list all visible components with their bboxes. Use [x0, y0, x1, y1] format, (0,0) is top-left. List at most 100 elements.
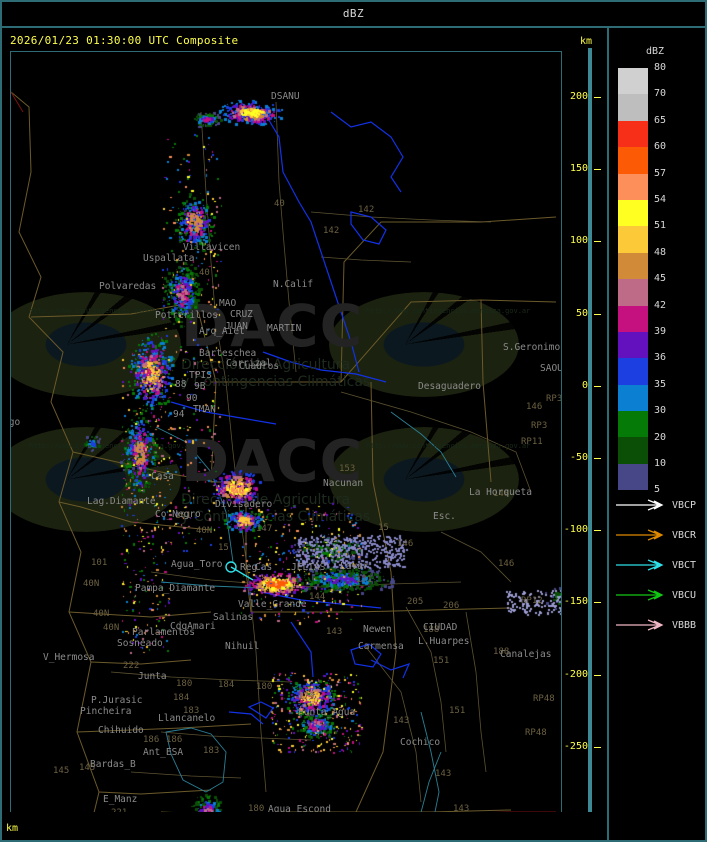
map-place-label: E_Manz: [103, 794, 138, 805]
vector-legend-row[interactable]: VBCT: [614, 558, 696, 572]
map-place-label: JUAN: [225, 321, 248, 332]
map-place-label: 9B: [194, 381, 206, 392]
colorbar-cell[interactable]: [618, 120, 648, 148]
colorbar-cell[interactable]: [618, 226, 648, 253]
map-road-label: RP11: [521, 437, 543, 447]
y-axis-tick-mark: [594, 458, 601, 459]
map-road-label: 40N: [103, 623, 120, 633]
map-place-label: Chihuido: [98, 725, 144, 736]
map-road-label: RP12: [521, 596, 543, 606]
vector-arrow-icon: [616, 559, 664, 571]
map-road-label: 146: [526, 402, 543, 412]
map-place-label: Villavicen: [183, 242, 241, 253]
map-place-label: CIUDAD: [423, 622, 458, 633]
colorbar-tick-label: 30: [654, 405, 667, 417]
vector-legend-label: VBCT: [672, 559, 697, 571]
map-road-label: 145: [79, 763, 96, 773]
map-place-label: V_Hermosa: [43, 652, 95, 663]
map-place-label: Ant_ESA: [143, 747, 184, 758]
map-place-label: S.Geronimo: [503, 342, 561, 353]
map-road-label: 40: [274, 199, 285, 209]
colorbar-tick-label: 54: [654, 194, 667, 205]
map-place-label: TPIS: [189, 370, 212, 381]
map-place-label: Cochico: [400, 737, 441, 748]
colorbar-cell[interactable]: [618, 173, 648, 200]
map-road-label: RP48: [533, 694, 555, 704]
map-place-label: Agua_Escond: [268, 804, 331, 812]
map-road-label: 146: [397, 539, 414, 549]
map-road-label: 205: [407, 597, 424, 607]
colorbar-cell[interactable]: [618, 411, 648, 438]
map-place-label: 90: [186, 393, 198, 404]
map-place-label: Pampa_Diamante: [135, 583, 216, 594]
map-place-label: ago: [11, 417, 21, 428]
frame-top: [0, 0, 707, 2]
vector-legend-row[interactable]: VBCR: [614, 528, 696, 542]
map-place-label: Nihuil: [225, 641, 260, 652]
colorbar-tick-label: 80: [654, 62, 667, 73]
colorbar-cell[interactable]: [618, 199, 648, 227]
colorbar-cell[interactable]: [618, 305, 648, 332]
radar-plot-panel[interactable]: DACC DACC Dirección de Agricultura y Con…: [2, 29, 607, 812]
colorbar-cell[interactable]: [618, 94, 648, 121]
colorbar-legend: dBZ 80 70 65 60 57 54 51 48 45 42 39 36 35 30 20 10 5 VB…: [610, 30, 705, 820]
window-title-bar: dBZ: [0, 0, 707, 27]
vector-legend-label: VBCR: [672, 529, 697, 541]
x-axis-unit-label: km: [6, 823, 19, 834]
colorbar-cell[interactable]: [618, 384, 648, 412]
map-road-label: 143: [393, 716, 410, 726]
map-road-label: RP48: [525, 728, 547, 738]
y-axis-tick-label: -150: [563, 596, 588, 608]
map-road-label: 188: [423, 625, 440, 635]
colorbar-cell[interactable]: [618, 331, 648, 359]
colorbar-cell[interactable]: [618, 252, 648, 280]
vector-arrow-icon: [616, 529, 664, 541]
map-place-label: Bardas_B: [90, 759, 136, 770]
colorbar-cell[interactable]: [618, 279, 648, 306]
map-viewport[interactable]: DACC DACC Dirección de Agricultura y Con…: [10, 51, 562, 812]
y-axis-unit-label: km: [580, 36, 593, 47]
vector-legend-row[interactable]: VBCP: [614, 498, 696, 512]
vector-arrow-icon: [616, 619, 664, 631]
map-road-label: 143: [435, 769, 452, 779]
colorbar-cell[interactable]: [618, 358, 648, 385]
map-road-label: 15: [218, 543, 229, 553]
colorbar-tick-label: 35: [654, 378, 667, 390]
y-axis-tick-label: -50: [569, 452, 588, 463]
colorbar-tick-label: 48: [654, 246, 667, 258]
map-road-label: 183: [203, 746, 220, 756]
y-axis-spine[interactable]: [588, 48, 592, 812]
y-axis-tick-label: -100: [563, 524, 588, 536]
map-place-label: Potrerillos: [155, 310, 218, 321]
map-place-label: Cuadros: [239, 361, 280, 372]
vector-legend-row[interactable]: VBBB: [614, 618, 696, 632]
map-road-label: 151: [433, 656, 450, 666]
map-place-label: L.Huarpes: [418, 636, 470, 647]
vector-legend-row[interactable]: VBCU: [614, 588, 696, 602]
map-road-label: 143: [453, 804, 470, 812]
map-place-label: Polvaredas: [99, 281, 157, 292]
colorbar-swatches[interactable]: [618, 68, 648, 491]
map-place-label: Llancanelo: [158, 713, 216, 724]
map-place-label: 94: [173, 409, 185, 420]
colorbar-tick-label: 60: [654, 141, 667, 153]
colorbar-cell[interactable]: [618, 147, 648, 174]
colorbar-cell[interactable]: [618, 68, 648, 95]
map-road-label: 151: [449, 706, 466, 716]
vector-arrow-icon: [616, 589, 664, 601]
map-place-label: Barteschea: [199, 348, 257, 359]
y-axis-tick-mark: [594, 97, 601, 98]
map-road-label: 145: [53, 766, 70, 776]
map-road-label: 101: [175, 511, 192, 521]
y-axis-tick-label: -200: [563, 668, 588, 680]
colorbar-cell[interactable]: [618, 437, 648, 464]
y-axis-tick-label: 100: [569, 235, 588, 247]
map-road-label: 147: [256, 524, 273, 534]
map-place-label: Lavar: [340, 561, 369, 572]
y-axis-tick-label: 0: [581, 379, 588, 391]
map-road-label: RP3: [531, 421, 548, 431]
map-place-label: N.Calif: [273, 279, 314, 290]
frame-bottom: [0, 840, 707, 842]
vector-legend-label: VBCU: [672, 589, 697, 601]
colorbar-cell[interactable]: [618, 463, 648, 491]
